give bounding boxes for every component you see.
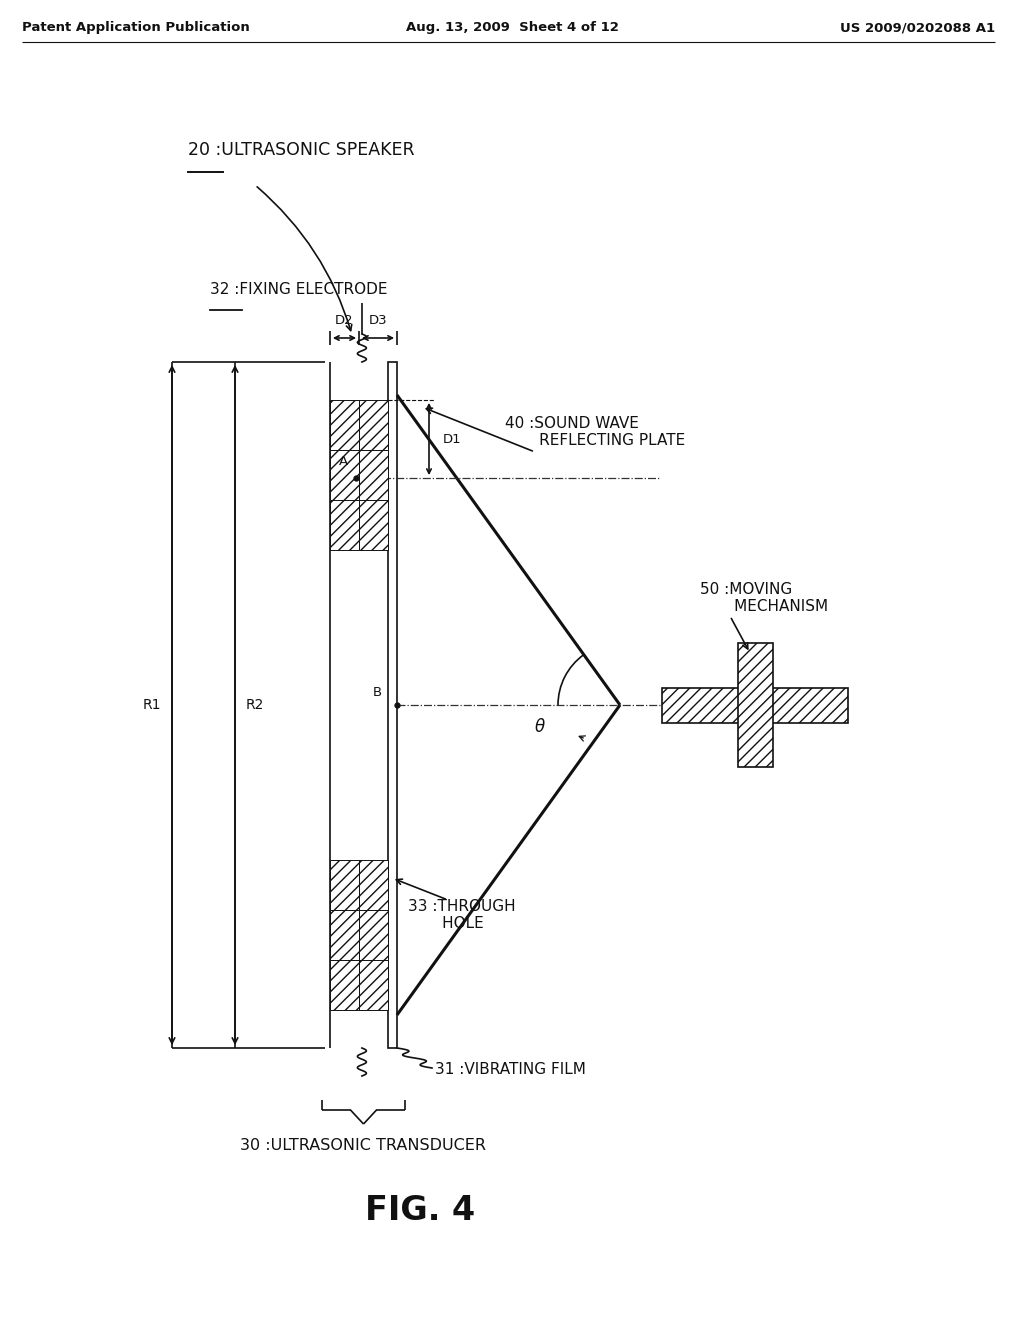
Text: θ: θ <box>535 718 545 737</box>
Text: B: B <box>373 686 382 700</box>
Bar <box>359 861 388 909</box>
Text: 20 :ULTRASONIC SPEAKER: 20 :ULTRASONIC SPEAKER <box>188 141 415 158</box>
Text: 31 :VIBRATING FILM: 31 :VIBRATING FILM <box>435 1063 586 1077</box>
Bar <box>359 450 388 500</box>
Bar <box>330 500 359 550</box>
Bar <box>330 909 359 960</box>
Bar <box>662 688 848 722</box>
Bar <box>330 450 359 500</box>
Text: US 2009/0202088 A1: US 2009/0202088 A1 <box>840 21 995 34</box>
Text: R1: R1 <box>142 698 161 711</box>
Text: 33 :THROUGH
       HOLE: 33 :THROUGH HOLE <box>408 899 516 931</box>
Bar <box>359 960 388 1010</box>
Text: FIG. 4: FIG. 4 <box>365 1193 475 1226</box>
Text: 40 :SOUND WAVE
       REFLECTING PLATE: 40 :SOUND WAVE REFLECTING PLATE <box>505 416 685 449</box>
Bar <box>388 362 397 1048</box>
Text: Aug. 13, 2009  Sheet 4 of 12: Aug. 13, 2009 Sheet 4 of 12 <box>406 21 618 34</box>
Text: R2: R2 <box>246 698 264 711</box>
Text: 30 :ULTRASONIC TRANSDUCER: 30 :ULTRASONIC TRANSDUCER <box>241 1138 486 1152</box>
Text: D1: D1 <box>443 433 462 446</box>
Text: 50 :MOVING
       MECHANISM: 50 :MOVING MECHANISM <box>700 582 828 614</box>
Bar <box>737 643 772 767</box>
Text: A: A <box>339 455 348 469</box>
Text: D3: D3 <box>369 314 387 327</box>
Text: Patent Application Publication: Patent Application Publication <box>22 21 250 34</box>
Bar <box>359 400 388 450</box>
Bar <box>330 960 359 1010</box>
Bar <box>359 909 388 960</box>
Bar <box>330 861 359 909</box>
Text: D2: D2 <box>335 314 354 327</box>
Text: 32 :FIXING ELECTRODE: 32 :FIXING ELECTRODE <box>210 282 387 297</box>
Bar <box>359 500 388 550</box>
Bar <box>330 400 359 450</box>
